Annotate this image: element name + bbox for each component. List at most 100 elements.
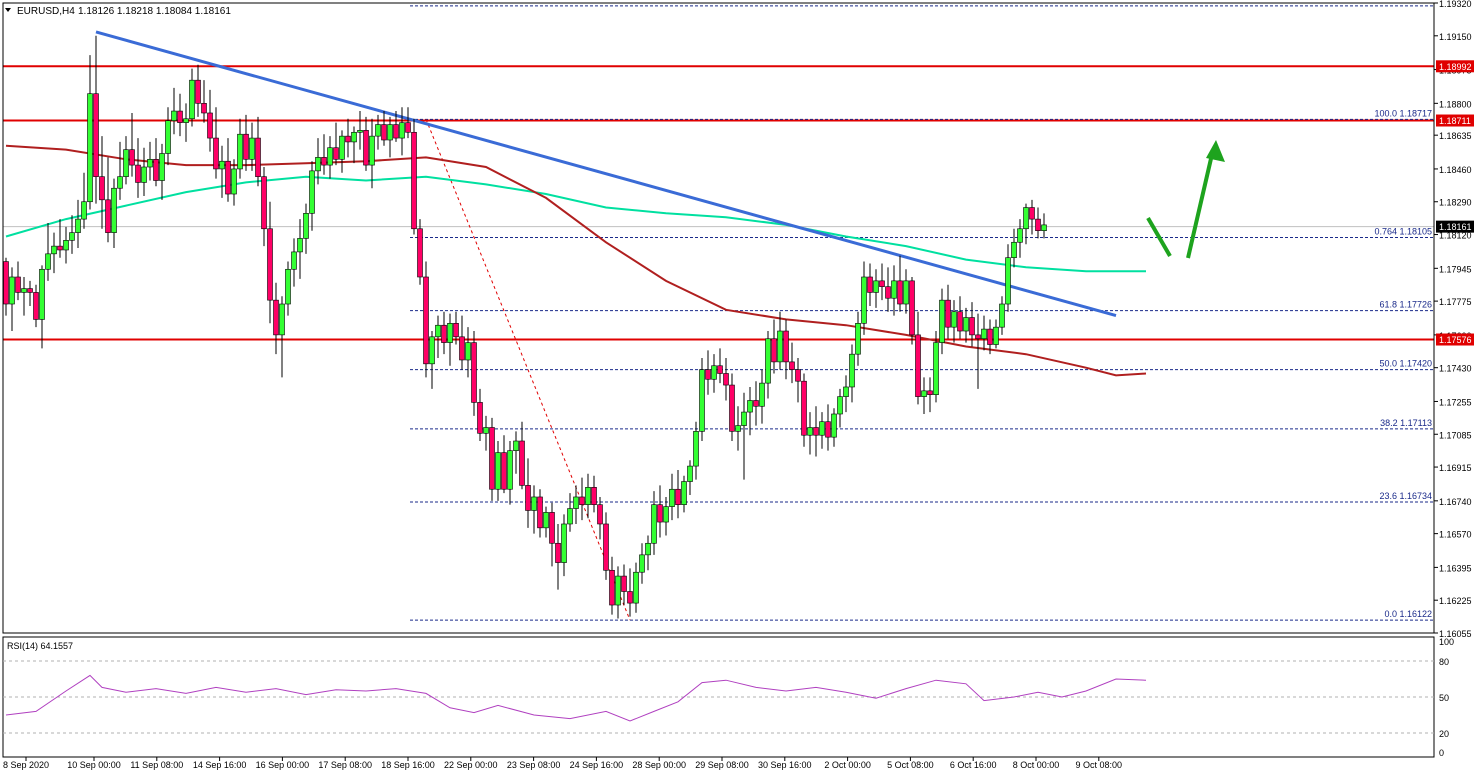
candle [603, 512, 609, 580]
candle [411, 118, 417, 235]
candle [855, 311, 861, 366]
candle [741, 392, 747, 480]
candle-body [285, 268, 291, 305]
candle-body [591, 487, 597, 505]
price-tick-label: 1.16915 [1439, 463, 1472, 473]
candle-body [339, 135, 345, 160]
candle [393, 111, 399, 142]
price-tag-support [1436, 333, 1474, 346]
candle [765, 331, 771, 399]
candle [963, 307, 969, 343]
candle-body [135, 164, 141, 183]
candle [681, 475, 687, 513]
candle-body [387, 124, 393, 141]
candle-body [705, 369, 711, 380]
candle [993, 319, 999, 349]
candle [783, 319, 789, 380]
candle [813, 406, 819, 457]
candle-body [39, 268, 45, 320]
candle [753, 381, 759, 426]
price-tick-label: 1.16395 [1439, 563, 1472, 573]
time-tick-label: 11 Sep 08:00 [130, 760, 183, 770]
candle-body [303, 213, 309, 239]
candle [555, 523, 561, 590]
candle [789, 342, 795, 384]
candle-body [783, 330, 789, 363]
candle-body [531, 496, 537, 511]
candle [819, 412, 825, 449]
fib-diagonal-line [425, 119, 631, 621]
candle-body [1017, 228, 1023, 243]
candle [711, 354, 717, 393]
candle [687, 460, 693, 496]
candle-body [1023, 207, 1029, 230]
price-tag-resistance [1436, 60, 1474, 73]
candle [357, 111, 363, 150]
ma-slow-line [5, 144, 1147, 377]
candle [801, 373, 807, 447]
fib-label-38.2: 38.2 1.17113 [1380, 418, 1432, 428]
candle [795, 358, 801, 403]
candle [1017, 219, 1023, 258]
price-tick-label: 1.16740 [1439, 497, 1472, 507]
candle [759, 369, 765, 424]
candle-body [933, 342, 939, 395]
candle [483, 415, 489, 451]
price-level-tags: 1.18992 1.18711 1.17576 1.18161 [1436, 60, 1474, 346]
price-tick-label: 1.16570 [1439, 530, 1472, 540]
candle [633, 562, 639, 613]
candle-body [231, 168, 237, 195]
candle-body [159, 153, 165, 181]
candle-body [897, 280, 903, 305]
candle-body [171, 110, 177, 122]
price-tick-label: 1.17085 [1439, 430, 1472, 440]
dropdown-triangle-icon[interactable] [5, 8, 11, 12]
candle [435, 315, 441, 359]
candle [897, 255, 903, 312]
candle-body [969, 317, 975, 336]
candle-body [435, 324, 441, 338]
price-tick-label: 1.16225 [1439, 596, 1472, 606]
candle-body [813, 427, 819, 436]
candle [513, 431, 519, 474]
time-tick-label: 17 Sep 08:00 [318, 760, 372, 770]
candle-body [891, 280, 897, 299]
candle [141, 147, 147, 196]
candle [405, 107, 411, 139]
candle-body [621, 575, 627, 592]
candle-body [81, 201, 87, 220]
candle-body [555, 542, 561, 563]
candle-body [1041, 224, 1047, 231]
candle [195, 64, 201, 117]
candle [645, 535, 651, 571]
upward-arrow-head [1206, 140, 1225, 162]
candle-body [819, 421, 825, 436]
candle [975, 313, 981, 389]
candle-body [75, 218, 81, 233]
time-tick-label: 22 Sep 00:00 [444, 760, 498, 770]
candle [699, 358, 705, 442]
candle-body [471, 342, 477, 403]
candle-body [915, 334, 921, 397]
candle [807, 412, 813, 455]
candle [843, 375, 849, 413]
candle-body [963, 317, 969, 332]
candle-body [33, 292, 39, 320]
candle-body [861, 276, 867, 324]
candle [153, 138, 159, 187]
candle-body [363, 130, 369, 166]
candle [159, 143, 165, 200]
candle [489, 417, 495, 501]
price-tag-label: 1.18711 [1439, 116, 1471, 126]
candle-body [357, 130, 363, 133]
time-tick-label: 8 Oct 00:00 [1013, 760, 1060, 770]
candle-body [219, 160, 225, 170]
candle-body [51, 245, 57, 255]
candle [471, 331, 477, 416]
candle-body [477, 402, 483, 434]
candle [123, 136, 129, 185]
candle [1041, 213, 1047, 239]
candle-body [315, 157, 321, 172]
candle [135, 138, 141, 198]
